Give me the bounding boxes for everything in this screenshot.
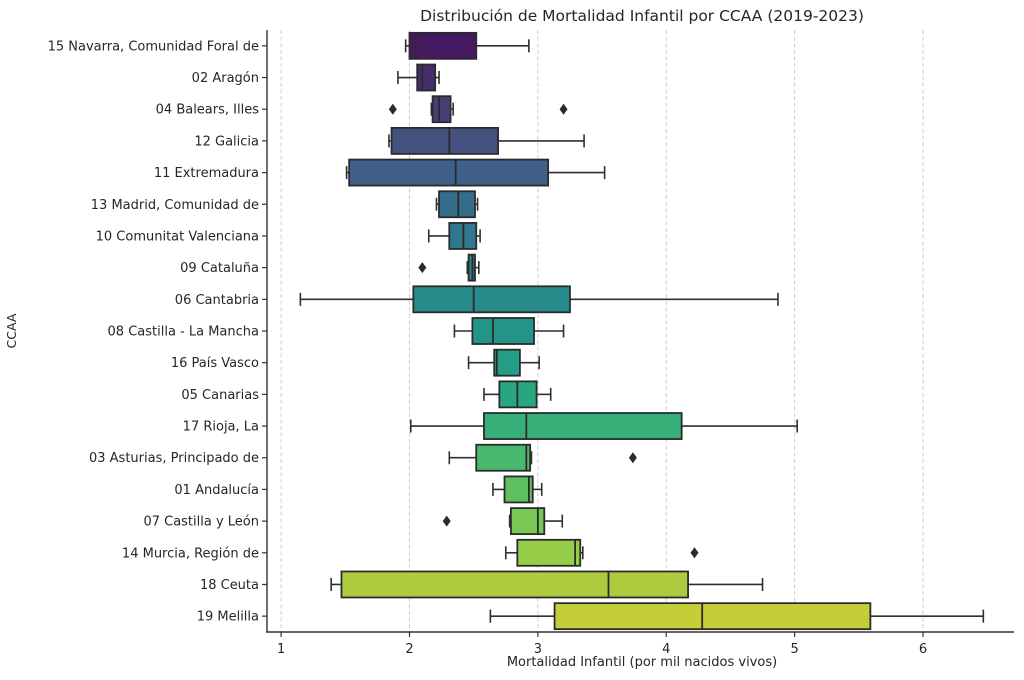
iqr-box xyxy=(340,570,689,599)
box-row: 13 Madrid, Comunidad de xyxy=(91,190,479,219)
box-row: 17 Rioja, La xyxy=(183,412,798,440)
box-row: 10 Comunitat Valenciana xyxy=(96,222,481,250)
category-label: 16 País Vasco xyxy=(171,356,259,371)
outlier-marker xyxy=(418,262,427,274)
category-label: 01 Andalucía xyxy=(174,483,259,498)
box-row: 14 Murcia, Región de xyxy=(122,538,699,567)
box-row: 05 Canarias xyxy=(181,380,552,409)
category-label: 04 Balears, Illes xyxy=(156,103,260,118)
outlier-marker xyxy=(442,515,451,527)
category-label: 12 Galicia xyxy=(194,134,259,149)
x-tick-label: 1 xyxy=(277,642,285,657)
box-row: 04 Balears, Illes xyxy=(156,95,568,124)
box-row: 08 Castilla - La Mancha xyxy=(108,317,565,345)
x-tick-label: 2 xyxy=(405,642,413,657)
category-label: 15 Navarra, Comunidad Foral de xyxy=(48,39,259,54)
outlier-marker xyxy=(628,452,637,464)
box-row: 09 Cataluña xyxy=(180,253,480,282)
box-row: 15 Navarra, Comunidad Foral de xyxy=(48,31,530,60)
box-row: 03 Asturias, Principado de xyxy=(89,443,637,472)
category-label: 03 Asturias, Principado de xyxy=(89,451,259,466)
iqr-box xyxy=(408,31,478,60)
x-tick-label: 5 xyxy=(790,642,798,657)
category-label: 09 Cataluña xyxy=(180,261,259,276)
category-label: 17 Rioja, La xyxy=(183,420,259,435)
box-row: 19 Melilla xyxy=(197,602,985,631)
iqr-box xyxy=(416,63,437,92)
iqr-box xyxy=(475,443,532,472)
iqr-box xyxy=(438,190,476,219)
category-label: 13 Madrid, Comunidad de xyxy=(91,198,259,213)
x-tick-label: 4 xyxy=(662,642,670,657)
iqr-box xyxy=(348,158,550,187)
y-axis-label: CCAA xyxy=(4,313,19,348)
box-row: 12 Galicia xyxy=(194,126,585,155)
iqr-box xyxy=(493,348,521,377)
outlier-marker xyxy=(388,103,397,115)
category-label: 08 Castilla - La Mancha xyxy=(108,325,259,340)
box-row: 11 Extremadura xyxy=(154,158,606,187)
category-label: 06 Cantabria xyxy=(175,293,259,308)
category-label: 07 Castilla y León xyxy=(143,515,259,530)
box-row: 06 Cantabria xyxy=(175,285,779,314)
x-tick-label: 3 xyxy=(534,642,542,657)
iqr-box xyxy=(471,317,535,345)
iqr-box xyxy=(483,412,683,440)
iqr-box xyxy=(431,95,452,124)
iqr-box xyxy=(412,285,571,314)
iqr-box xyxy=(390,126,499,155)
category-label: 11 Extremadura xyxy=(154,166,259,181)
iqr-box xyxy=(553,602,872,631)
iqr-box xyxy=(516,538,582,567)
outlier-marker xyxy=(559,103,568,115)
outlier-marker xyxy=(690,547,699,559)
box-row: 01 Andalucía xyxy=(174,475,543,504)
chart-title: Distribución de Mortalidad Infantil por … xyxy=(420,7,864,25)
iqr-box xyxy=(510,507,546,536)
box-row: 18 Ceuta xyxy=(200,570,764,599)
x-axis-label: Mortalidad Infantil (por mil nacidos viv… xyxy=(507,655,777,670)
x-tick-label: 6 xyxy=(919,642,927,657)
box-row: 16 País Vasco xyxy=(171,348,540,377)
box-row: 02 Aragón xyxy=(192,63,440,92)
plot-area: 1 2 3 4 5 6 15 Navarra, Comunidad Foral de 02 A… xyxy=(48,30,1014,657)
category-label: 18 Ceuta xyxy=(200,578,259,593)
category-label: 02 Aragón xyxy=(192,71,259,86)
category-label: 10 Comunitat Valenciana xyxy=(96,229,259,244)
box-row: 07 Castilla y León xyxy=(143,507,564,536)
category-label: 19 Melilla xyxy=(197,610,259,625)
category-label: 05 Canarias xyxy=(181,388,259,403)
category-label: 14 Murcia, Región de xyxy=(122,546,259,561)
